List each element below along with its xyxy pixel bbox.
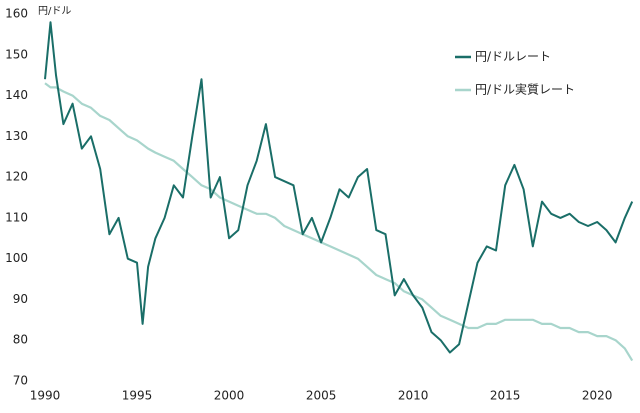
y-tick-label: 130 (5, 129, 28, 143)
y-tick-label: 70 (13, 374, 28, 388)
series-line (44, 21, 634, 354)
x-tick-label: 2000 (214, 389, 245, 403)
y-tick-label: 90 (13, 292, 28, 306)
y-tick-label: 140 (5, 88, 28, 102)
legend-label: 円/ドル実質レート (475, 82, 575, 97)
x-tick-label: 2010 (398, 389, 429, 403)
legend-label: 円/ドルレート (475, 50, 551, 64)
x-tick-label: 2005 (306, 389, 337, 403)
x-tick-label: 1995 (122, 389, 153, 403)
x-tick-label: 2020 (582, 389, 613, 403)
y-tick-label: 120 (5, 170, 28, 184)
x-tick-label: 2015 (490, 389, 521, 403)
y-tick-label: 160 (5, 7, 28, 21)
x-tick-label: 1990 (30, 389, 61, 403)
y-tick-label: 110 (5, 210, 28, 224)
y-axis-label: 円/ドル (38, 6, 71, 17)
series-line (44, 82, 634, 362)
y-tick-label: 80 (13, 333, 28, 347)
y-tick-label: 150 (5, 47, 28, 61)
y-tick-label: 100 (5, 251, 28, 265)
